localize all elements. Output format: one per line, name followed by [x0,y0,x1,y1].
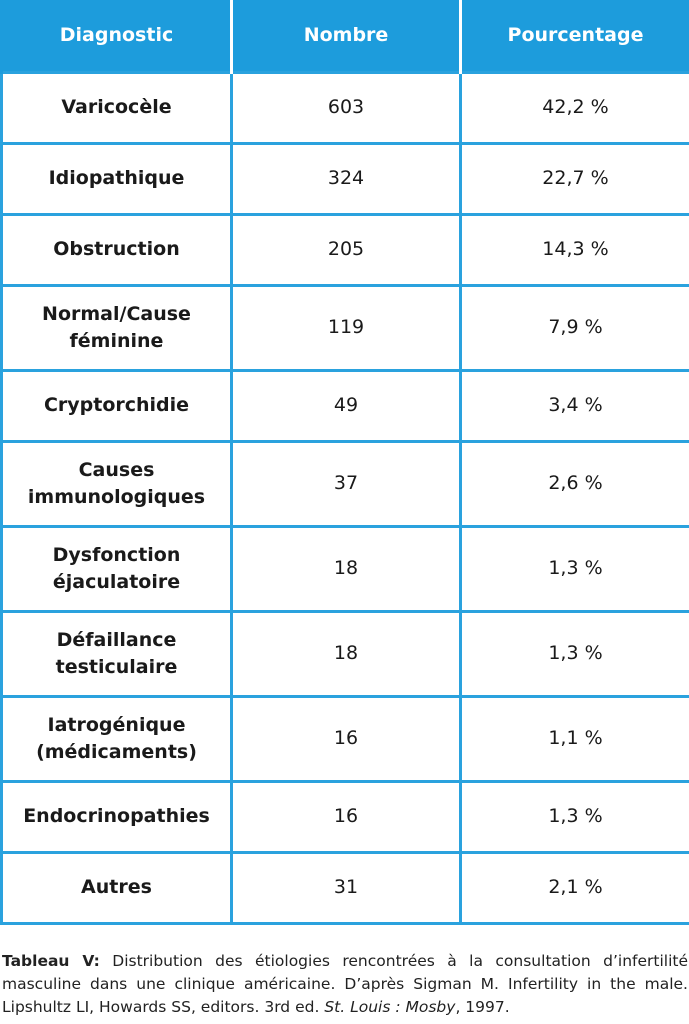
diagnostic-cell: Cryptorchidie [0,368,233,443]
nombre-cell: 31 [230,850,462,925]
diagnostic-cell: Idiopathique [0,141,233,216]
nombre-cell: 18 [230,524,462,613]
table-row: Normal/Cause féminine 119 7,9 % [0,283,689,372]
caption-publisher: St. Louis : Mosby [324,998,456,1016]
header-pourcentage: Pourcentage [459,0,689,72]
table-row: Causes immunologiques 37 2,6 % [0,439,689,528]
nombre-cell: 119 [230,283,462,372]
pourcentage-cell: 7,9 % [459,283,689,372]
header-diagnostic: Diagnostic [0,0,232,72]
table-row: Endocrinopathies 16 1,3 % [0,779,689,854]
pourcentage-cell: 22,7 % [459,141,689,216]
diagnostic-cell: Dysfonction éjaculatoire [0,524,233,613]
table-row: Iatrogénique (médicaments) 16 1,1 % [0,694,689,783]
nombre-cell: 205 [230,212,462,287]
table-row: Idiopathique 324 22,7 % [0,141,689,216]
pourcentage-cell: 1,3 % [459,609,689,698]
diagnostic-cell: Normal/Cause féminine [0,283,233,372]
diagnostic-cell: Iatrogénique (médicaments) [0,694,233,783]
pourcentage-cell: 2,1 % [459,850,689,925]
nombre-cell: 49 [230,368,462,443]
pourcentage-cell: 14,3 % [459,212,689,287]
pourcentage-cell: 2,6 % [459,439,689,528]
etiology-table: Diagnostic Nombre Pourcentage Varicocèle… [0,0,689,925]
table-row: Défaillance testiculaire 18 1,3 % [0,609,689,698]
diagnostic-cell: Défaillance testiculaire [0,609,233,698]
header-nombre: Nombre [230,0,461,72]
nombre-cell: 18 [230,609,462,698]
caption-text: Distribution des étiologies rencontrées … [2,952,688,1016]
table-header-row: Diagnostic Nombre Pourcentage [0,0,689,72]
pourcentage-cell: 1,1 % [459,694,689,783]
table-row: Dysfonction éjaculatoire 18 1,3 % [0,524,689,613]
table-row: Cryptorchidie 49 3,4 % [0,368,689,443]
nombre-cell: 603 [230,70,462,145]
table-row: Autres 31 2,1 % [0,850,689,925]
diagnostic-cell: Causes immunologiques [0,439,233,528]
table-caption: Tableau V: Distribution des étiologies r… [2,950,688,1019]
nombre-cell: 37 [230,439,462,528]
caption-end: , 1997. [455,998,510,1016]
diagnostic-cell: Autres [0,850,233,925]
diagnostic-cell: Obstruction [0,212,233,287]
caption-label: Tableau V: [2,952,100,970]
pourcentage-cell: 1,3 % [459,779,689,854]
table-row: Varicocèle 603 42,2 % [0,70,689,145]
nombre-cell: 16 [230,779,462,854]
pourcentage-cell: 3,4 % [459,368,689,443]
diagnostic-cell: Varicocèle [0,70,233,145]
pourcentage-cell: 1,3 % [459,524,689,613]
pourcentage-cell: 42,2 % [459,70,689,145]
table-row: Obstruction 205 14,3 % [0,212,689,287]
diagnostic-cell: Endocrinopathies [0,779,233,854]
nombre-cell: 16 [230,694,462,783]
nombre-cell: 324 [230,141,462,216]
